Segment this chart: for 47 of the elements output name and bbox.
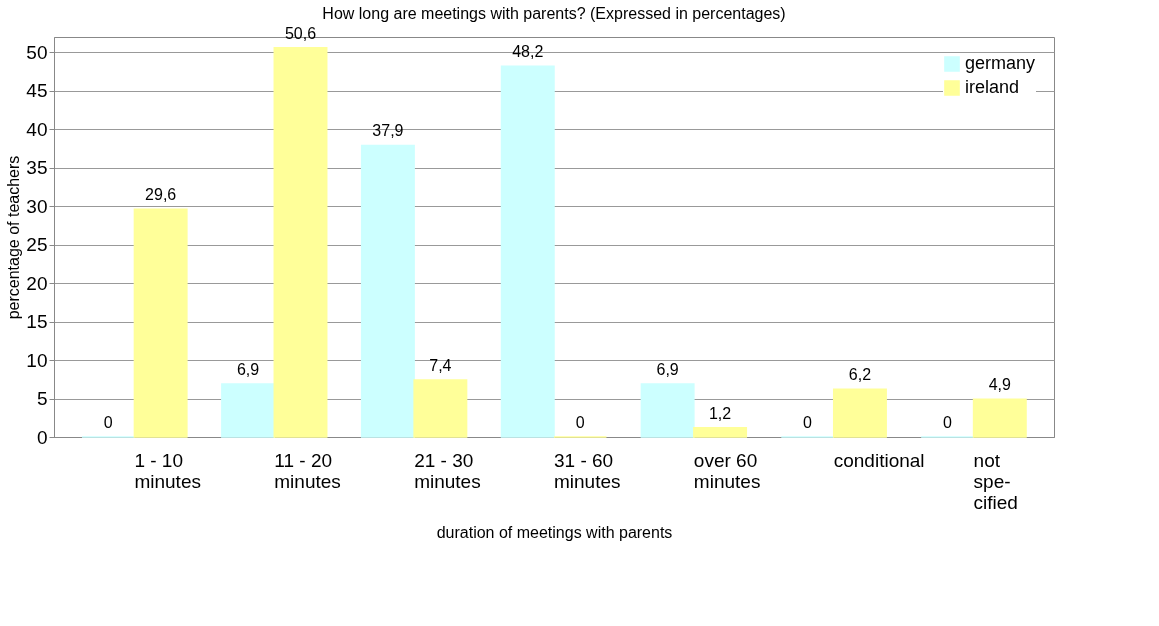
y-tick-label: 35 xyxy=(26,157,48,179)
data-label: 6,9 xyxy=(236,360,260,378)
y-tick-label: 15 xyxy=(26,311,48,333)
data-label: 0 xyxy=(575,414,585,431)
legend-label: ireland xyxy=(965,77,1020,97)
x-tick-label: not spe- cified xyxy=(973,449,1018,513)
bar xyxy=(832,388,887,438)
x-tick-label: over 60 minutes xyxy=(693,449,761,492)
y-tick-label: 0 xyxy=(36,426,48,448)
bar xyxy=(500,65,555,438)
data-label: 4,9 xyxy=(988,376,1012,394)
bar xyxy=(133,208,188,438)
chart-title: How long are meetings with parents? (Expressed in percentages) xyxy=(322,4,786,22)
data-label: 50,6 xyxy=(284,24,317,42)
y-axis-title: percentage of teachers xyxy=(5,155,23,320)
x-tick-label: 11 - 20 minutes xyxy=(274,449,341,492)
bar xyxy=(360,144,415,438)
data-label: 6,2 xyxy=(848,366,872,384)
x-axis-title: duration of meetings with parents xyxy=(436,523,673,541)
x-tick-label: conditional xyxy=(833,449,925,471)
bar xyxy=(640,383,695,438)
y-tick-label: 40 xyxy=(26,118,48,140)
y-tick-label: 50 xyxy=(26,41,48,63)
y-tick-label: 45 xyxy=(26,80,48,102)
data-label: 0 xyxy=(803,414,813,431)
y-tick-label: 30 xyxy=(26,195,48,217)
bar xyxy=(273,47,328,438)
y-tick-label: 25 xyxy=(26,234,48,256)
y-tick-label: 5 xyxy=(36,388,48,410)
bar xyxy=(693,427,748,438)
y-tick-label: 20 xyxy=(26,272,48,294)
y-tick-label: 10 xyxy=(26,349,48,371)
data-label: 29,6 xyxy=(145,186,177,204)
bar xyxy=(221,383,276,438)
data-label: 6,9 xyxy=(656,360,679,378)
data-label: 48,2 xyxy=(512,43,544,61)
x-tick-label: 1 - 10 minutes xyxy=(134,449,201,492)
bar xyxy=(972,398,1027,438)
data-label: 37,9 xyxy=(372,122,404,140)
bar xyxy=(413,379,468,438)
legend-label: germany xyxy=(965,53,1036,73)
x-tick-label: 21 - 30 minutes xyxy=(414,449,481,492)
data-label: 0 xyxy=(103,414,113,431)
data-label: 1,2 xyxy=(708,404,732,422)
x-tick-label: 31 - 60 minutes xyxy=(554,449,621,492)
data-label: 7,4 xyxy=(429,357,452,375)
data-label: 0 xyxy=(942,414,952,431)
